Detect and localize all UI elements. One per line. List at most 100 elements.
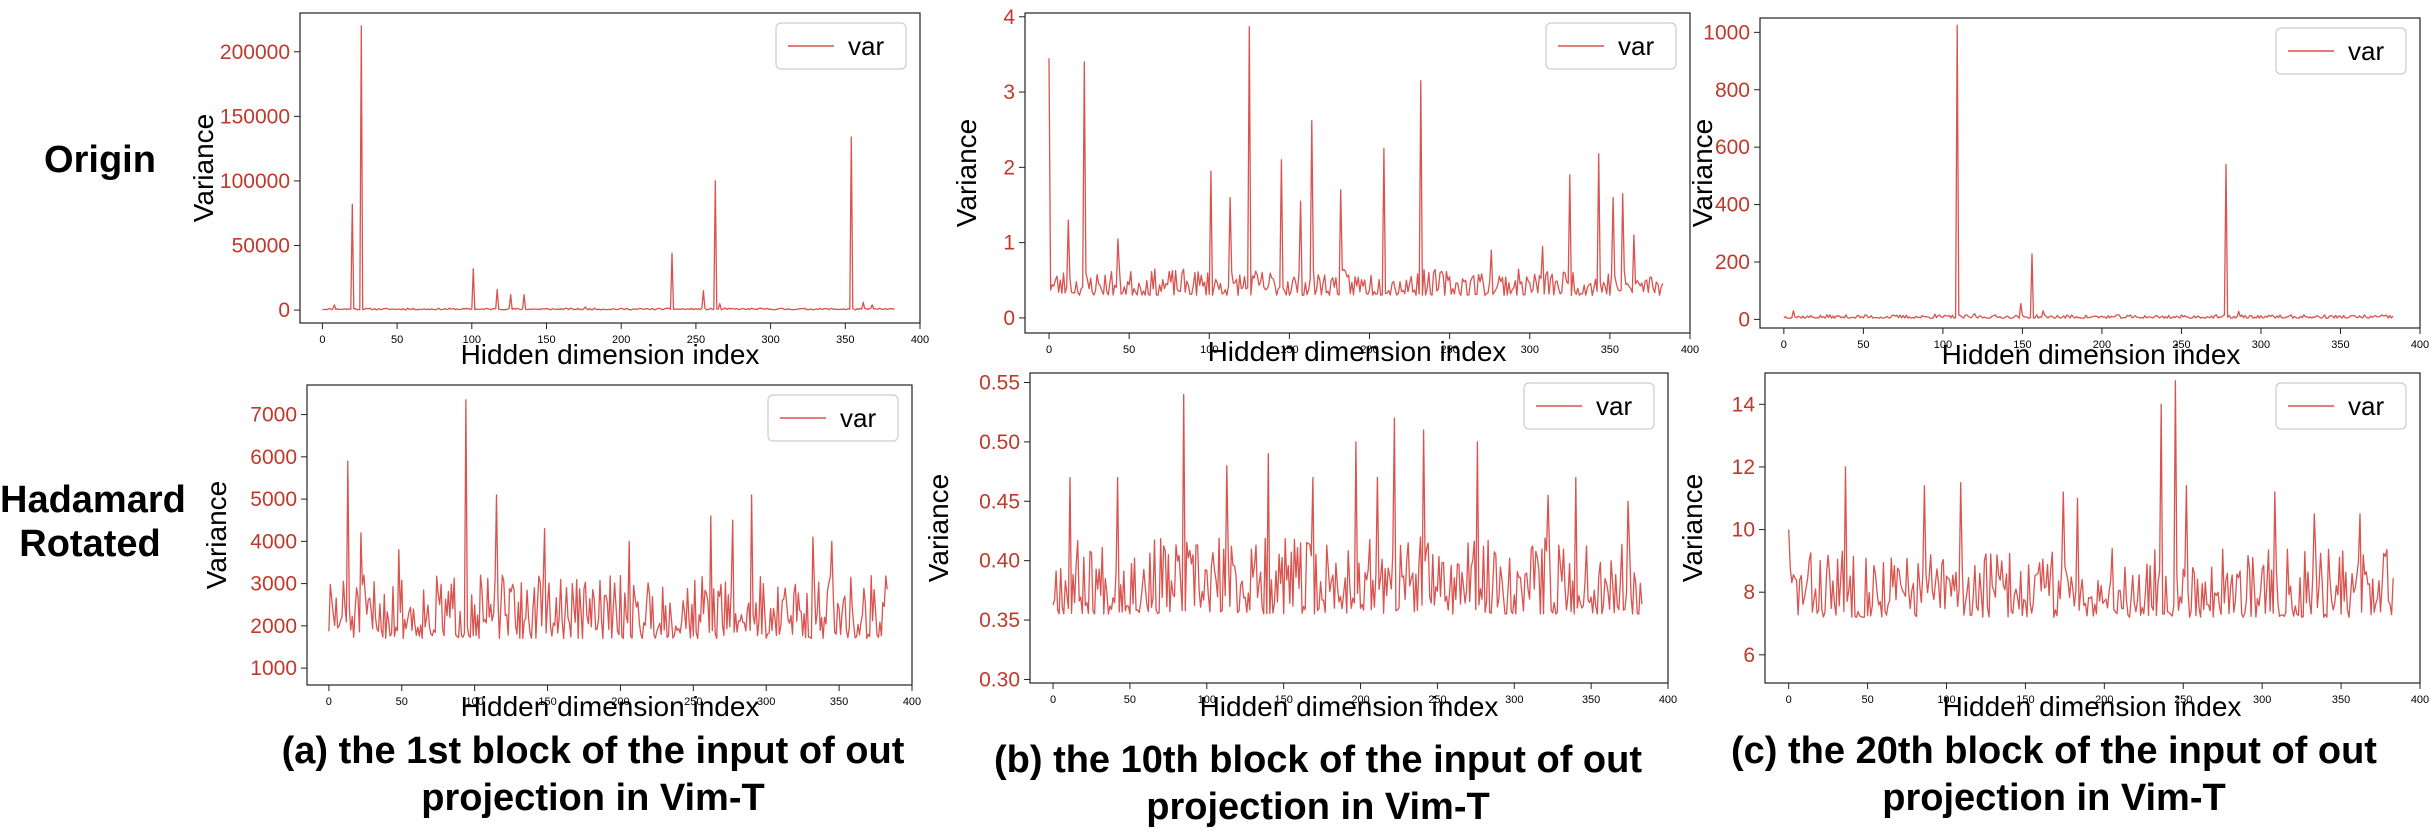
x-tick-label: 300 — [2253, 694, 2271, 706]
legend-label: var — [848, 31, 884, 61]
y-axis-label: Variance — [201, 481, 232, 589]
legend-box — [775, 22, 907, 70]
y-axis-label: Variance — [923, 474, 954, 582]
row-label-rotated: Rotated — [19, 523, 161, 565]
chart-a_rotated: 0 50 100 150 200 250 300 350 400 1000 2000 3000 4000… — [201, 384, 921, 722]
x-tick-label: 0 — [326, 696, 332, 708]
x-tick-label: 150 — [1274, 694, 1292, 706]
y-tick-label: 14 — [1732, 393, 1756, 416]
row-label-origin: Origin — [44, 139, 156, 181]
x-tick-label: 200 — [2093, 339, 2111, 351]
y-tick-label: 12 — [1732, 456, 1755, 479]
x-tick-label: 0 — [1781, 339, 1787, 351]
plot-frame — [1759, 17, 2421, 329]
chart-c_origin: 0 50 100 150 200 250 300 350 400 0 200 400 600 800 100… — [1687, 17, 2429, 370]
series-line-var — [1048, 25, 1664, 297]
chart-a_origin: 0 50 100 150 200 250 300 350 400 0 50000 100000 1500… — [188, 12, 929, 370]
series-line-var — [1783, 24, 2394, 319]
caption-a-line2: projection in Vim-T — [421, 777, 765, 819]
y-tick-label: 150000 — [220, 105, 290, 128]
x-axis-label: Hidden dimension index — [1943, 691, 2242, 722]
x-tick-label: 0 — [1046, 344, 1052, 356]
y-tick-label: 10 — [1732, 519, 1755, 542]
x-tick-label: 350 — [1582, 694, 1600, 706]
chart-b_origin: 0 50 100 150 200 250 300 350 400 0 1 2 3 4 Hidden dime… — [951, 6, 1699, 367]
legend-box — [2275, 27, 2407, 75]
x-tick-label: 350 — [1601, 344, 1619, 356]
y-tick-label: 400 — [1715, 194, 1750, 217]
plot-frame — [1764, 372, 2421, 684]
x-tick-label: 200 — [1360, 344, 1378, 356]
legend-label: var — [2348, 391, 2384, 421]
y-tick-label: 600 — [1715, 136, 1750, 159]
chart-c_rotated: 0 50 100 150 200 250 300 350 400 6 8 10 12 14 Hidden d… — [1677, 372, 2429, 722]
x-tick-label: 350 — [836, 334, 854, 346]
x-axis-label: Hidden dimension index — [1942, 339, 2241, 370]
x-tick-label: 250 — [2174, 694, 2192, 706]
y-tick-label: 6000 — [250, 446, 297, 469]
x-tick-label: 50 — [1861, 694, 1873, 706]
x-tick-label: 50 — [1857, 339, 1869, 351]
legend-label: var — [1618, 31, 1654, 61]
x-tick-label: 100 — [465, 696, 483, 708]
x-tick-label: 400 — [1681, 344, 1699, 356]
y-axis-label: Variance — [951, 119, 982, 227]
row-label-hadamard: Hadamard — [0, 479, 186, 521]
x-tick-label: 250 — [1440, 344, 1458, 356]
x-tick-label: 400 — [1659, 694, 1677, 706]
y-tick-label: 6 — [1743, 644, 1755, 667]
caption-b-line2: projection in Vim-T — [1146, 786, 1490, 828]
y-axis-label: Variance — [188, 114, 219, 222]
x-tick-label: 150 — [538, 696, 556, 708]
y-tick-label: 0.50 — [979, 431, 1020, 454]
caption-a-line1: (a) the 1st block of the input of out — [281, 730, 905, 772]
x-tick-label: 300 — [2252, 339, 2270, 351]
x-tick-label: 250 — [2172, 339, 2190, 351]
x-tick-label: 0 — [1786, 694, 1792, 706]
series-line-var — [322, 25, 895, 311]
plot-frame — [1024, 12, 1691, 334]
y-tick-label: 200 — [1715, 251, 1750, 274]
x-tick-label: 300 — [1505, 694, 1523, 706]
legend-label: var — [1596, 391, 1632, 421]
y-axis-label: Variance — [1677, 474, 1708, 582]
y-tick-label: 4 — [1003, 6, 1015, 29]
x-tick-label: 350 — [830, 696, 848, 708]
x-tick-label: 50 — [391, 334, 403, 346]
y-tick-label: 0.45 — [979, 490, 1020, 513]
series-line-var — [1052, 393, 1643, 615]
x-axis-label: Hidden dimension index — [1208, 336, 1507, 367]
y-tick-label: 3000 — [250, 573, 297, 596]
x-tick-label: 300 — [757, 696, 775, 708]
x-tick-label: 400 — [2411, 694, 2429, 706]
y-tick-label: 1000 — [250, 657, 297, 680]
x-tick-label: 400 — [911, 334, 929, 346]
x-tick-label: 100 — [1934, 339, 1952, 351]
y-tick-label: 200000 — [220, 41, 290, 64]
caption-c-line1: (c) the 20th block of the input of out — [1731, 730, 2377, 772]
y-tick-label: 1000 — [1703, 21, 1750, 44]
x-tick-label: 350 — [2331, 339, 2349, 351]
caption-c-line2: projection in Vim-T — [1882, 777, 2226, 819]
legend-box — [767, 394, 899, 442]
y-tick-label: 2000 — [250, 615, 297, 638]
legend-box — [1545, 22, 1677, 70]
y-tick-label: 800 — [1715, 79, 1750, 102]
x-tick-label: 50 — [1124, 694, 1136, 706]
x-tick-label: 0 — [319, 334, 325, 346]
y-tick-label: 3 — [1003, 81, 1015, 104]
series-line-var — [328, 399, 888, 640]
plot-frame — [1029, 372, 1669, 684]
x-tick-label: 150 — [2016, 694, 2034, 706]
x-tick-label: 250 — [1428, 694, 1446, 706]
y-tick-label: 0.40 — [979, 550, 1020, 573]
plot-frame — [299, 12, 921, 324]
x-tick-label: 100 — [1200, 344, 1218, 356]
legend-label: var — [840, 403, 876, 433]
y-tick-label: 100000 — [220, 170, 290, 193]
x-tick-label: 300 — [1521, 344, 1539, 356]
x-tick-label: 50 — [1123, 344, 1135, 356]
x-tick-label: 100 — [1198, 694, 1216, 706]
x-tick-label: 100 — [463, 334, 481, 346]
